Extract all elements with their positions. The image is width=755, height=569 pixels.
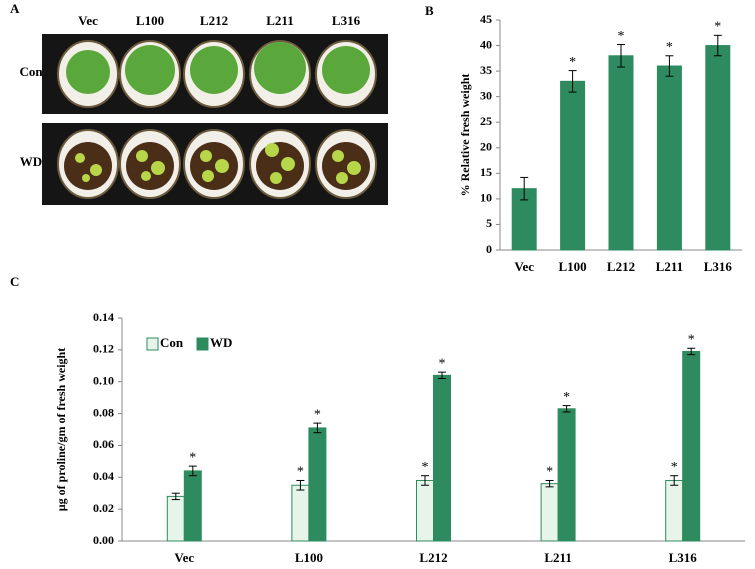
- y-tick-label: 5: [486, 216, 492, 230]
- column-label: L316: [332, 13, 361, 28]
- error-bar: [713, 34, 722, 57]
- bar: [682, 350, 701, 542]
- bar: [416, 479, 434, 542]
- significance-mark: *: [666, 40, 673, 55]
- x-tick-label: L316: [669, 550, 698, 565]
- y-tick-label: 0.08: [93, 405, 114, 419]
- significance-mark: *: [546, 465, 553, 480]
- column-label: L100: [136, 13, 164, 28]
- y-tick-label: 0.10: [93, 373, 114, 387]
- significance-mark: *: [297, 465, 304, 480]
- column-label: Vec: [78, 13, 98, 28]
- y-tick-label: 10: [480, 191, 492, 205]
- y-tick-label: 30: [480, 88, 492, 102]
- significance-mark: *: [569, 55, 576, 70]
- row-label: Con: [19, 64, 43, 79]
- significance-mark: *: [314, 407, 321, 422]
- y-tick-label: 40: [480, 37, 492, 51]
- significance-mark: *: [422, 460, 429, 475]
- error-bar: [296, 479, 305, 491]
- y-tick-label: 25: [480, 114, 492, 128]
- significance-mark: *: [688, 332, 695, 347]
- y-tick-label: 15: [480, 165, 492, 179]
- y-tick-label: 45: [480, 12, 492, 26]
- error-bar: [562, 405, 571, 413]
- error-bar: [171, 492, 180, 501]
- panel-label: B: [425, 3, 434, 18]
- legend-swatch: [146, 337, 159, 351]
- error-bar: [568, 70, 577, 93]
- panel-label: A: [10, 1, 20, 16]
- significance-mark: *: [439, 356, 446, 371]
- panel-label: C: [10, 274, 19, 289]
- x-tick-label: Vec: [514, 259, 534, 274]
- x-tick-label: L100: [295, 550, 323, 565]
- y-tick-label: 0.06: [93, 437, 114, 451]
- error-bar: [188, 465, 197, 477]
- error-bar: [313, 422, 322, 434]
- bar: [705, 45, 731, 251]
- photo: [42, 34, 388, 205]
- y-tick-label: 0.02: [93, 501, 114, 515]
- bar: [540, 483, 559, 542]
- x-tick-label: L212: [607, 259, 635, 274]
- bar: [608, 55, 634, 251]
- error-bar: [665, 55, 674, 77]
- row-label: WD: [20, 154, 42, 169]
- x-tick-label: L211: [544, 550, 571, 565]
- significance-mark: *: [189, 450, 196, 465]
- y-axis-label: µg of proline/gm of fresh weight: [54, 348, 68, 511]
- bar: [291, 484, 310, 542]
- column-label: L211: [266, 13, 293, 28]
- error-bar: [438, 371, 446, 380]
- x-tick-label: L212: [419, 550, 447, 565]
- bar: [665, 479, 684, 542]
- error-bar: [421, 475, 429, 486]
- y-tick-label: 0: [486, 242, 492, 256]
- bar: [183, 470, 202, 542]
- legend-swatch: [196, 337, 209, 351]
- bar: [656, 65, 682, 251]
- error-bar: [520, 176, 529, 201]
- error-bar: [617, 44, 625, 68]
- significance-mark: *: [618, 29, 625, 44]
- y-tick-label: 20: [480, 140, 492, 154]
- bar: [166, 495, 185, 542]
- significance-mark: *: [563, 390, 570, 405]
- error-bar: [670, 475, 679, 486]
- column-label: L212: [200, 13, 228, 28]
- bar: [557, 408, 576, 542]
- y-tick-label: 0.04: [93, 469, 114, 483]
- significance-mark: *: [671, 460, 678, 475]
- error-bar: [687, 347, 696, 356]
- y-tick-label: 0.00: [93, 533, 114, 547]
- x-tick-label: Vec: [174, 550, 194, 565]
- x-tick-label: L316: [704, 259, 733, 274]
- y-axis-label: % Relative fresh weight: [458, 74, 472, 197]
- y-tick-label: 0.12: [93, 342, 114, 356]
- bar: [560, 80, 586, 251]
- bar: [433, 374, 451, 542]
- y-tick-label: 35: [480, 63, 492, 77]
- error-bar: [545, 479, 554, 488]
- legend-label: WD: [210, 335, 232, 350]
- x-tick-label: L100: [559, 259, 587, 274]
- y-tick-label: 0.14: [93, 310, 114, 324]
- legend-label: Con: [160, 335, 184, 350]
- bar: [308, 427, 327, 542]
- x-tick-label: L211: [656, 259, 683, 274]
- significance-mark: *: [714, 20, 721, 35]
